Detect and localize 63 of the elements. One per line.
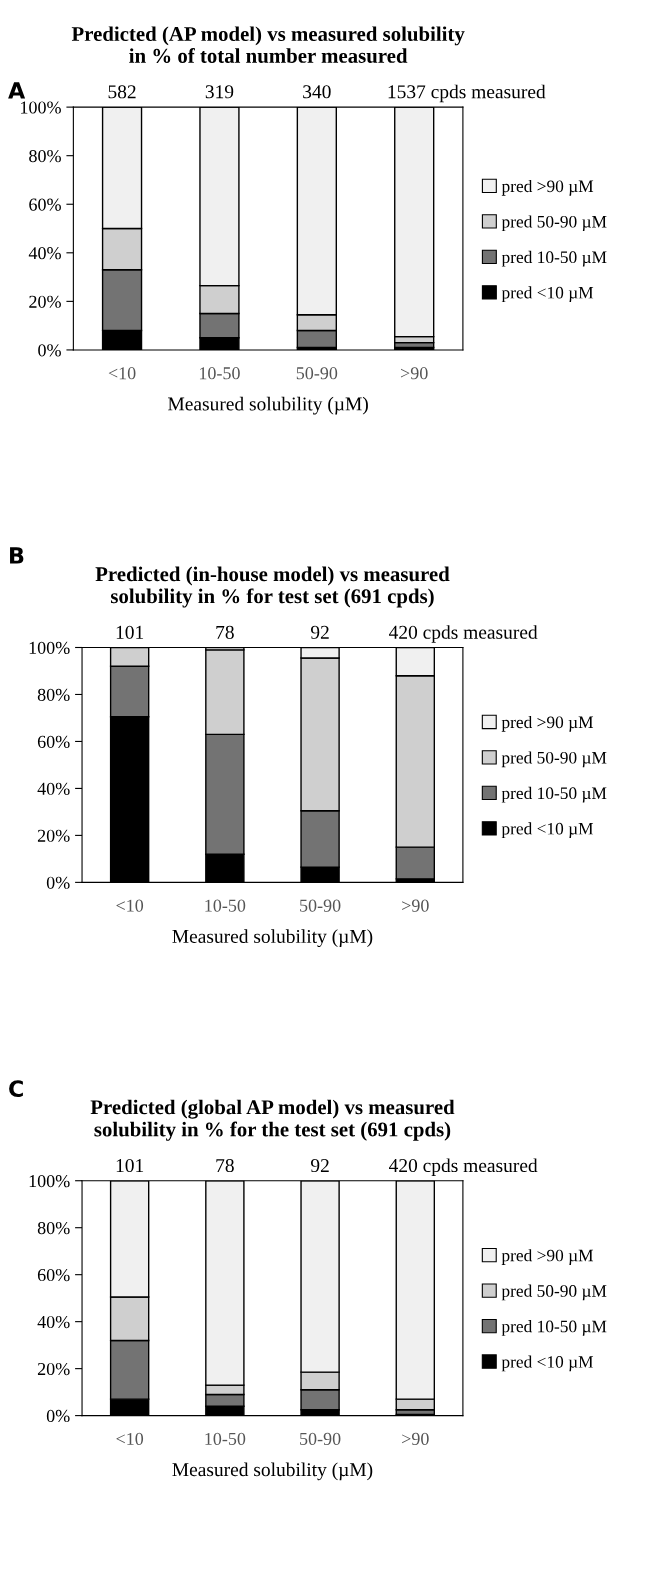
text: B <box>10 547 24 564</box>
text: 340 <box>303 85 331 99</box>
y-tick-label: 20% <box>37 829 70 842</box>
x-tick-label: 10-50 <box>205 899 246 912</box>
text: 78 <box>216 625 234 639</box>
y-tick-label: 0% <box>38 344 61 357</box>
text: 92 <box>310 1159 329 1173</box>
legend-label: pred >90 µM <box>501 1249 594 1265</box>
legend-label: pred 10-50 µM <box>501 1320 607 1336</box>
chart-title: Predicted (in-house model) vs measured solubility in % for test set (691 cpds) <box>95 566 450 608</box>
text: 582 <box>108 85 136 99</box>
x-tick-label: <10 <box>116 899 144 912</box>
text: 319 <box>205 85 234 99</box>
x-tick-label: 50-90 <box>300 899 341 912</box>
text: 101 <box>116 1158 144 1173</box>
legend-label: pred >90 µM <box>501 179 594 196</box>
y-tick-label: 80% <box>37 688 70 701</box>
legend-label: pred <10 µM <box>501 286 594 303</box>
legend-label: pred 10-50 µM <box>501 786 607 803</box>
y-tick-label: 100% <box>29 1174 70 1188</box>
text: 420 cpds measured <box>389 625 538 643</box>
text: 78 <box>216 1158 234 1173</box>
x-axis-title: Measured solubility (µM) <box>172 929 373 947</box>
x-axis-title: Measured solubility (µM) <box>172 1462 373 1481</box>
x-tick-label: <10 <box>108 367 136 380</box>
y-tick-label: 40% <box>28 247 61 260</box>
y-tick-label: 0% <box>46 1409 70 1423</box>
y-tick-label: 100% <box>29 641 70 654</box>
y-tick-label: 40% <box>37 782 70 795</box>
x-tick-label: >90 <box>402 899 429 912</box>
text: C <box>9 1080 23 1098</box>
y-tick-label: 80% <box>37 1221 70 1235</box>
y-tick-label: 100% <box>21 101 61 114</box>
x-tick-label: <10 <box>116 1432 144 1445</box>
text: 420 cpds measured <box>389 1158 538 1177</box>
chart-title: Predicted (AP model) vs measured solubility in % of total number measured <box>71 26 465 63</box>
legend-label: pred 50-90 µM <box>501 751 607 768</box>
y-tick-label: 20% <box>37 1362 70 1376</box>
legend-label: pred >90 µM <box>501 715 594 732</box>
legend-label: pred 50-90 µM <box>501 215 607 232</box>
legend-label: pred <10 µM <box>501 1355 594 1372</box>
x-tick-label: >90 <box>402 1432 429 1445</box>
legend-label: pred 10-50 µM <box>501 250 607 267</box>
y-tick-label: 60% <box>37 1268 70 1282</box>
y-tick-label: 60% <box>37 735 70 748</box>
legend-label: pred <10 µM <box>501 822 594 839</box>
x-tick-label: 50-90 <box>300 1432 341 1445</box>
legend-label: pred 50-90 µM <box>501 1284 607 1301</box>
y-tick-label: 0% <box>46 876 70 889</box>
x-tick-label: >90 <box>401 367 428 380</box>
text: 92 <box>310 625 329 639</box>
text: A <box>8 82 26 99</box>
x-tick-label: 10-50 <box>199 367 240 380</box>
y-tick-label: 40% <box>37 1315 70 1329</box>
x-tick-label: 10-50 <box>205 1432 246 1445</box>
y-tick-label: 60% <box>29 198 61 211</box>
x-axis-title: Measured solubility (µM) <box>168 396 368 415</box>
text: 1537 cpds measured <box>388 84 546 103</box>
text: 101 <box>116 625 144 639</box>
y-tick-label: 20% <box>29 295 61 308</box>
x-tick-label: 50-90 <box>296 367 338 380</box>
y-tick-label: 80% <box>29 149 61 163</box>
chart-title: Predicted (global AP model) vs measured solubility in % for the test set (691 cpds) <box>90 1099 455 1141</box>
